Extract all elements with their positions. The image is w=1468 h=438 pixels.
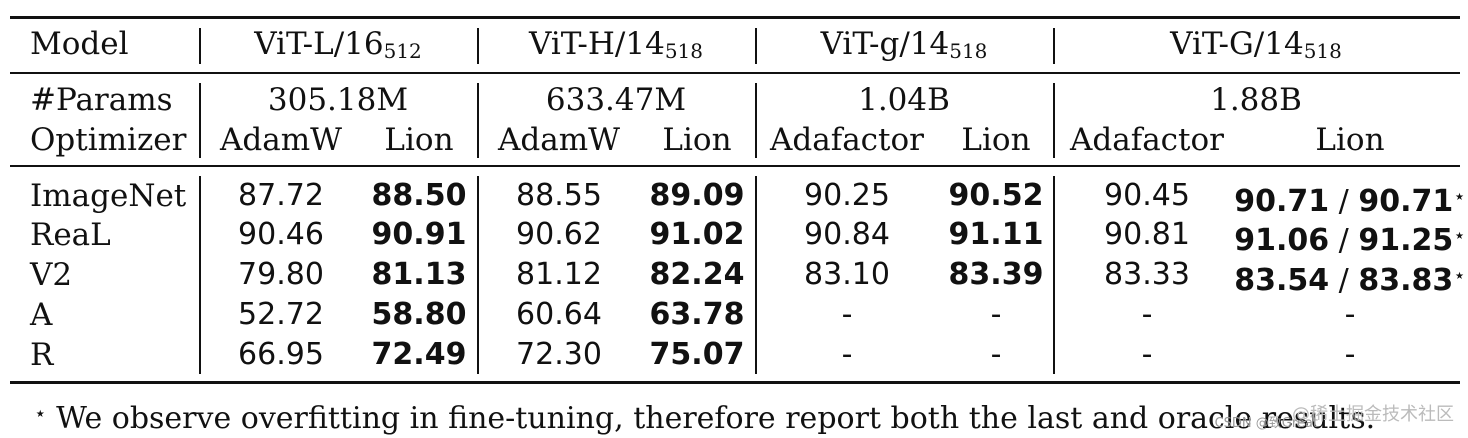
table-cell: 90.52 (948, 178, 1044, 213)
watermark: @稀土掘金技术社区 (1292, 404, 1454, 425)
table-top-rule (10, 16, 1460, 19)
optimizer-name: Lion (662, 122, 732, 158)
table-cell: - (1141, 297, 1153, 332)
table-cell-lion-g: - (1344, 337, 1356, 372)
table-cell: 90.84 (804, 217, 890, 252)
table-cell: - (841, 297, 853, 332)
oracle-value: 91.25 (1358, 223, 1454, 258)
table-header-rule (10, 72, 1460, 74)
row-label: R (30, 337, 54, 373)
table-cell: 90.45 (1104, 178, 1190, 213)
table-cell: - (1141, 337, 1153, 372)
last-value: 83.54 (1234, 263, 1330, 298)
table-cell: 87.72 (238, 178, 324, 213)
oracle-value: 83.83 (1358, 263, 1454, 298)
table-cell: 81.13 (371, 257, 467, 292)
table-cell-lion-g: - (1344, 297, 1356, 332)
model-name-vit-g-large: ViT-G/14518 (1170, 26, 1342, 63)
row-label: ReaL (30, 217, 111, 253)
table-cell: 66.95 (238, 337, 324, 372)
watermark-sub: CSDN @致Great (1214, 416, 1318, 431)
table-cell-lion-g: 90.71 / 90.71⋆ (1234, 177, 1466, 221)
table-cell: 83.10 (804, 257, 890, 292)
table-cell: 91.11 (948, 217, 1044, 252)
params-value: 305.18M (267, 82, 409, 118)
table-cell: 88.50 (371, 178, 467, 213)
table-cell: 79.80 (238, 257, 324, 292)
table-bottom-rule (10, 381, 1460, 384)
table-cell: 83.33 (1104, 257, 1190, 292)
column-separator (199, 83, 201, 158)
table-cell: 91.02 (649, 217, 745, 252)
params-value: 1.88B (1210, 82, 1302, 118)
optimizer-name: Lion (384, 122, 454, 158)
table-cell: 63.78 (649, 297, 745, 332)
column-separator (477, 83, 479, 158)
model-name-vit-g-small: ViT-g/14518 (820, 26, 988, 63)
table-cell: 90.81 (1104, 217, 1190, 252)
column-separator (199, 28, 201, 64)
star-marker: ⋆ (1453, 184, 1466, 208)
star-marker: ⋆ (1453, 263, 1466, 287)
table-cell: - (990, 297, 1002, 332)
table-cell: - (841, 337, 853, 372)
model-header-label: Model (30, 26, 129, 62)
table-cell: 83.39 (948, 257, 1044, 292)
params-header-label: #Params (30, 82, 173, 118)
row-label: V2 (30, 257, 73, 293)
footnote-text: We observe overfitting in fine-tuning, t… (56, 401, 1376, 436)
column-separator (1053, 176, 1055, 374)
table-cell: 52.72 (238, 297, 324, 332)
value-separator: / (1338, 223, 1349, 258)
row-label: ImageNet (30, 178, 187, 214)
optimizer-name: Lion (961, 122, 1031, 158)
footnote: ⋆ We observe overfitting in fine-tuning,… (34, 394, 1375, 438)
optimizer-header-label: Optimizer (30, 122, 187, 158)
table-cell: 72.49 (371, 337, 467, 372)
optimizer-name: Adafactor (1070, 122, 1224, 158)
column-separator (755, 83, 757, 158)
model-name-vit-l: ViT-L/16512 (254, 26, 422, 63)
column-separator (477, 28, 479, 64)
column-separator (1053, 28, 1055, 64)
params-value: 633.47M (545, 82, 687, 118)
column-separator (755, 176, 757, 374)
optimizer-name: AdamW (220, 122, 342, 158)
last-value: 90.71 (1234, 184, 1330, 219)
table-cell: 90.46 (238, 217, 324, 252)
table-cell: 90.91 (371, 217, 467, 252)
column-separator (477, 176, 479, 374)
table-cell-lion-g: 91.06 / 91.25⋆ (1234, 216, 1466, 260)
table-cell: 75.07 (649, 337, 745, 372)
column-separator (199, 176, 201, 374)
table-cell: 89.09 (649, 178, 745, 213)
table-cell: 58.80 (371, 297, 467, 332)
column-separator (1053, 83, 1055, 158)
star-marker: ⋆ (1453, 223, 1466, 247)
table-cell: - (990, 337, 1002, 372)
value-separator: / (1338, 263, 1349, 298)
optimizer-name: Adafactor (770, 122, 924, 158)
footnote-star: ⋆ (34, 401, 47, 425)
table-cell: 81.12 (516, 257, 602, 292)
model-name-vit-h: ViT-H/14518 (528, 26, 704, 63)
params-value: 1.04B (858, 82, 950, 118)
table-cell: 72.30 (516, 337, 602, 372)
value-separator: / (1338, 184, 1349, 219)
last-value: 91.06 (1234, 223, 1330, 258)
table-cell: 60.64 (516, 297, 602, 332)
table-cell: 88.55 (516, 178, 602, 213)
optimizer-name: Lion (1315, 122, 1385, 158)
table-cell: 90.25 (804, 178, 890, 213)
column-separator (755, 28, 757, 64)
table-cell: 90.62 (516, 217, 602, 252)
table-cell-lion-g: 83.54 / 83.83⋆ (1234, 256, 1466, 300)
row-label: A (30, 297, 53, 333)
table-cell: 82.24 (649, 257, 745, 292)
table-body-rule (10, 165, 1460, 167)
optimizer-name: AdamW (498, 122, 620, 158)
oracle-value: 90.71 (1358, 184, 1454, 219)
